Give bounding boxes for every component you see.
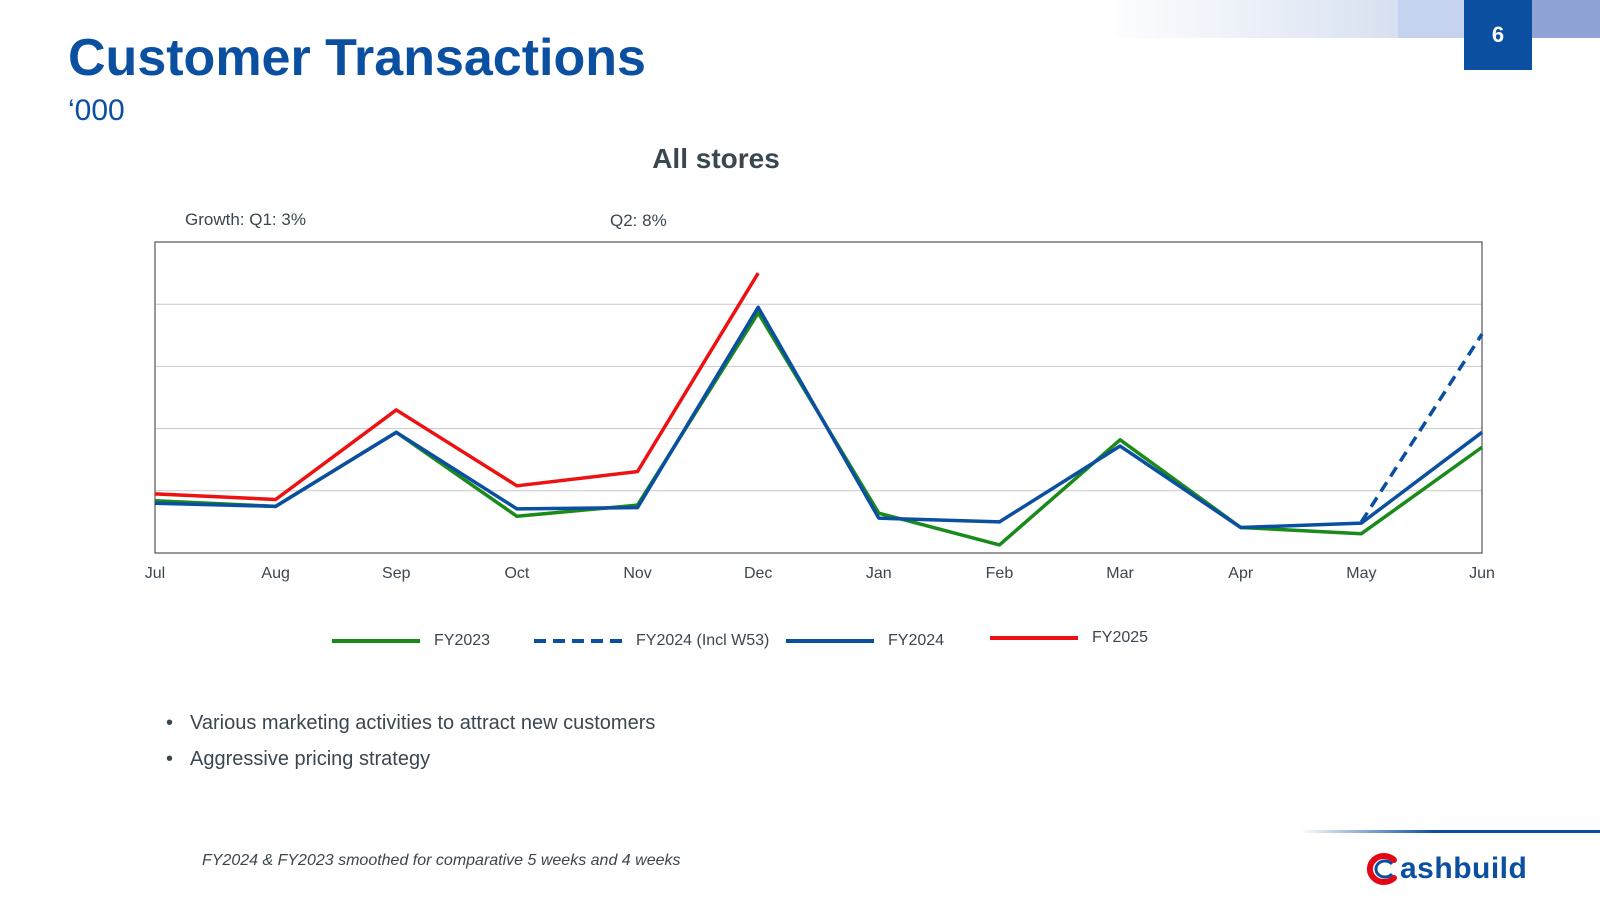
legend-swatch xyxy=(332,639,420,643)
series-line-fy2024-incl-w53- xyxy=(1359,333,1484,523)
legend-item: FY2024 (Incl W53) xyxy=(534,631,769,651)
cashbuild-logo: ashbuild xyxy=(1366,852,1527,886)
x-tick-label: May xyxy=(1346,565,1376,582)
legend-item: FY2025 xyxy=(990,628,1148,648)
bullet-text: Various marketing activities to attract … xyxy=(190,712,656,734)
x-tick-label: Jul xyxy=(145,565,165,582)
series-line-fy2024 xyxy=(154,305,1484,530)
legend-label: FY2023 xyxy=(434,632,491,650)
growth-q1-annotation: Growth: Q1: 3% xyxy=(185,210,306,229)
legend-label: FY2025 xyxy=(1092,629,1149,647)
chart-title: All stores xyxy=(652,143,780,174)
x-tick-label: Jan xyxy=(866,565,892,582)
header-block-mid xyxy=(1532,0,1600,38)
x-tick-label: Sep xyxy=(382,565,411,582)
legend-item: FY2023 xyxy=(332,631,490,651)
x-tick-label: Dec xyxy=(744,565,772,582)
footer-divider xyxy=(1300,830,1600,833)
growth-q2-annotation: Q2: 8% xyxy=(610,211,667,230)
logo-wordmark: ashbuild xyxy=(1400,852,1528,885)
x-tick-label: Oct xyxy=(504,565,529,582)
legend-swatch xyxy=(534,639,622,643)
footnote: FY2024 & FY2023 smoothed for comparative… xyxy=(202,852,681,869)
series-line-fy2025 xyxy=(154,272,760,502)
bullet-text: Aggressive pricing strategy xyxy=(190,748,431,770)
legend-swatch xyxy=(990,636,1078,640)
page-title: Customer Transactions xyxy=(68,29,646,87)
plot-area-frame xyxy=(154,241,1483,554)
logo-c-mark-icon xyxy=(1366,853,1397,885)
bullet-item: • Various marketing activities to attract… xyxy=(166,712,656,734)
x-tick-label: Feb xyxy=(986,565,1014,582)
x-tick-label: Apr xyxy=(1228,565,1254,582)
x-tick-label: Nov xyxy=(623,565,651,582)
header-block-light xyxy=(1398,0,1464,38)
bullet-item: • Aggressive pricing strategy xyxy=(166,748,431,770)
legend-item: FY2024 xyxy=(786,631,944,651)
x-tick-label: Aug xyxy=(261,565,289,582)
x-tick-label: Mar xyxy=(1106,565,1134,582)
bullet-list: • Various marketing activities to attract… xyxy=(166,712,655,784)
x-tick-label: Jun xyxy=(1469,565,1495,582)
legend-label: FY2024 xyxy=(888,632,945,650)
page-number: 6 xyxy=(1464,0,1532,70)
page-subtitle: ‘000 xyxy=(68,94,125,127)
legend-label: FY2024 (Incl W53) xyxy=(636,632,770,650)
legend-swatch xyxy=(786,639,874,643)
